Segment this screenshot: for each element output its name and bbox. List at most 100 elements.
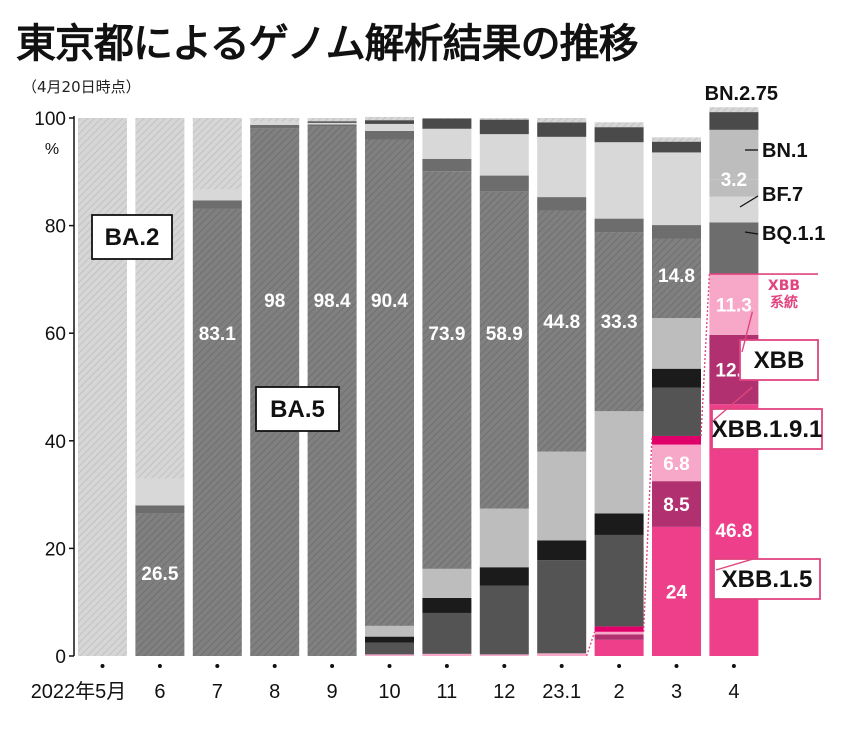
annotation-box-xbb <box>739 339 819 381</box>
data-labels: 26.5 83.1 98 98.4 90.4 73.9 58.9 44.8 33.3 14.8 24… <box>141 170 752 603</box>
bar-segment-ba-5-12 <box>479 191 529 509</box>
side-label-bn-2-75: BN.2.75 <box>705 83 778 105</box>
bar-segment-bn-1-23-1 <box>537 451 587 541</box>
xbb-connector-line <box>642 435 653 632</box>
bar-segment-ba-2-12 <box>479 118 529 120</box>
bar-segment-xbb-1-9-1-3 <box>652 481 701 527</box>
bar-segment-other-dark-12 <box>479 585 529 655</box>
chart-title: 東京都によるゲノム解析結果の推移 <box>16 21 639 67</box>
x-tick-dot <box>502 664 507 668</box>
x-tick-label-2: 2 <box>614 681 625 703</box>
bar-segment-xbb-other-3 <box>652 435 701 445</box>
data-label-ba-5-23-1: 44.8 <box>543 312 580 333</box>
bar-segment-ba-2-11 <box>422 118 472 119</box>
bar-segment-bf-7-2 <box>594 142 644 219</box>
annotation-leader <box>713 386 753 421</box>
x-tick-label-6: 6 <box>154 681 165 703</box>
annotations: BA.2 BA.5 XBB XBB.1.9.1 XBB.1.5 BN.2.75 BN.1 BF… <box>91 83 825 600</box>
bar-segment-xbb-other-2 <box>594 626 644 632</box>
x-tick-dot <box>215 664 220 668</box>
bar-segment-bn-1-2 <box>594 411 644 514</box>
bar-segment-other-dark-3 <box>652 387 701 436</box>
annotation-box-ba-5 <box>255 386 340 432</box>
bar-segment-black-23-1 <box>537 540 587 561</box>
bar-segment-other-dark-11 <box>422 612 472 654</box>
y-tick-label: 0 <box>55 647 66 668</box>
y-unit-label: % <box>45 141 59 158</box>
bar-segment-ba-2-6 <box>135 118 185 479</box>
x-tick-dot <box>387 664 392 668</box>
data-label-xbb-3: 6.8 <box>663 454 689 475</box>
bar-segment-bn-2-75-3 <box>652 141 701 153</box>
bar-segment-ba-5-3 <box>652 238 701 319</box>
bar-segment-bq-1-1-6 <box>135 505 185 514</box>
bar-segment-ba-2-2 <box>594 122 644 128</box>
xbb-connector-line <box>700 273 711 436</box>
bar-segment-other-dark-23-1 <box>537 560 587 654</box>
bar-segment-bq-1-1-12 <box>479 175 529 192</box>
x-axis: 2022年5月 6 7 8 9 10 11 12 23.1 2 3 4 <box>31 664 739 703</box>
xbb-group-label: XBB <box>768 278 800 294</box>
bar-segment-ba-5-2 <box>594 232 644 412</box>
bar-segment-ba-5-23-1 <box>537 210 587 452</box>
bar-segment-ba-5-7 <box>192 208 242 656</box>
bar-segment-ba-5-10 <box>365 139 414 626</box>
bar-segment-ba-2-23-1 <box>537 118 587 123</box>
bar-segment-bf-7-3 <box>652 152 701 226</box>
x-tick-label-23-1: 23.1 <box>542 681 581 703</box>
bar-segment-black-11 <box>422 597 472 613</box>
x-tick-label-7: 7 <box>212 681 223 703</box>
data-label-ba-5-7: 83.1 <box>199 324 236 345</box>
bar-segment-xbb-2 <box>594 631 644 635</box>
annotation-label-xbb-1-9-1: XBB.1.9.1 <box>712 416 823 443</box>
bar-segment-other-dark-10 <box>365 642 414 655</box>
bar-segment-black-2 <box>594 513 644 535</box>
data-label-xbb-4: 11.3 <box>716 295 752 316</box>
x-tick-dot <box>731 664 736 668</box>
y-tick-label: 80 <box>45 217 66 238</box>
data-label-bn-1-4: 3.2 <box>721 170 747 191</box>
bar-segment-ba-2-4 <box>709 107 759 113</box>
bar-segment-xbb-4 <box>709 274 759 335</box>
data-label-ba-5-12: 58.9 <box>486 324 523 345</box>
bar-segment-black-12 <box>479 567 529 586</box>
data-label-ba-5-8: 98 <box>264 291 285 312</box>
side-label-leader <box>744 231 759 235</box>
annotation-box-xbb-1-9-1 <box>711 408 823 450</box>
annotation-box-xbb-1-5 <box>713 558 821 600</box>
bar-segment-ba-5-6 <box>135 513 185 656</box>
x-tick-dot <box>100 664 105 668</box>
bar-segment-bn-2-75-11 <box>422 118 472 129</box>
bar-segment-xbb-3 <box>652 444 701 482</box>
bar-stacks <box>78 107 759 656</box>
bar-segment-bf-7-8 <box>250 121 300 125</box>
bar-segment-bn-2-75-4 <box>709 112 759 130</box>
data-label-xbb-1-5-4: 46.8 <box>715 521 752 542</box>
bar-segment-bf-7-6 <box>135 478 185 506</box>
bar-segment-xbb-11 <box>422 653 472 656</box>
bar-segment-bn-1-12 <box>479 508 529 568</box>
xbb-connector-lines <box>585 273 818 657</box>
bar-segment-ba-2-3 <box>652 137 701 142</box>
bar-segment-bn-2-75-9 <box>307 121 357 123</box>
y-tick-label: 100 <box>34 109 66 130</box>
annotation-leader <box>715 558 753 571</box>
x-tick-label-11: 11 <box>437 681 458 703</box>
bar-segment-bn-2-75-10 <box>365 120 414 124</box>
annotation-label-xbb-1-5: XBB.1.5 <box>722 566 813 593</box>
bar-segment-bn-1-11 <box>422 568 472 598</box>
xbb-group-label: 系統 <box>770 294 798 311</box>
bar-segment-bf-7-12 <box>479 134 529 176</box>
bar-segment-bf-7-7 <box>192 189 242 201</box>
side-label-leader <box>739 195 759 208</box>
annotation-label-xbb: XBB <box>754 347 805 374</box>
bar-segment-ba-2-9 <box>307 118 357 122</box>
x-tick-dot <box>617 664 622 668</box>
side-label-bn-1: BN.1 <box>762 140 808 162</box>
bar-segment-bq-1-1-23-1 <box>537 197 587 211</box>
annotation-label-ba-5: BA.5 <box>270 396 325 423</box>
data-label-ba-5-6: 26.5 <box>141 564 178 585</box>
side-label-bf-7: BF.7 <box>762 184 803 206</box>
x-tick-label-4: 4 <box>728 681 739 703</box>
